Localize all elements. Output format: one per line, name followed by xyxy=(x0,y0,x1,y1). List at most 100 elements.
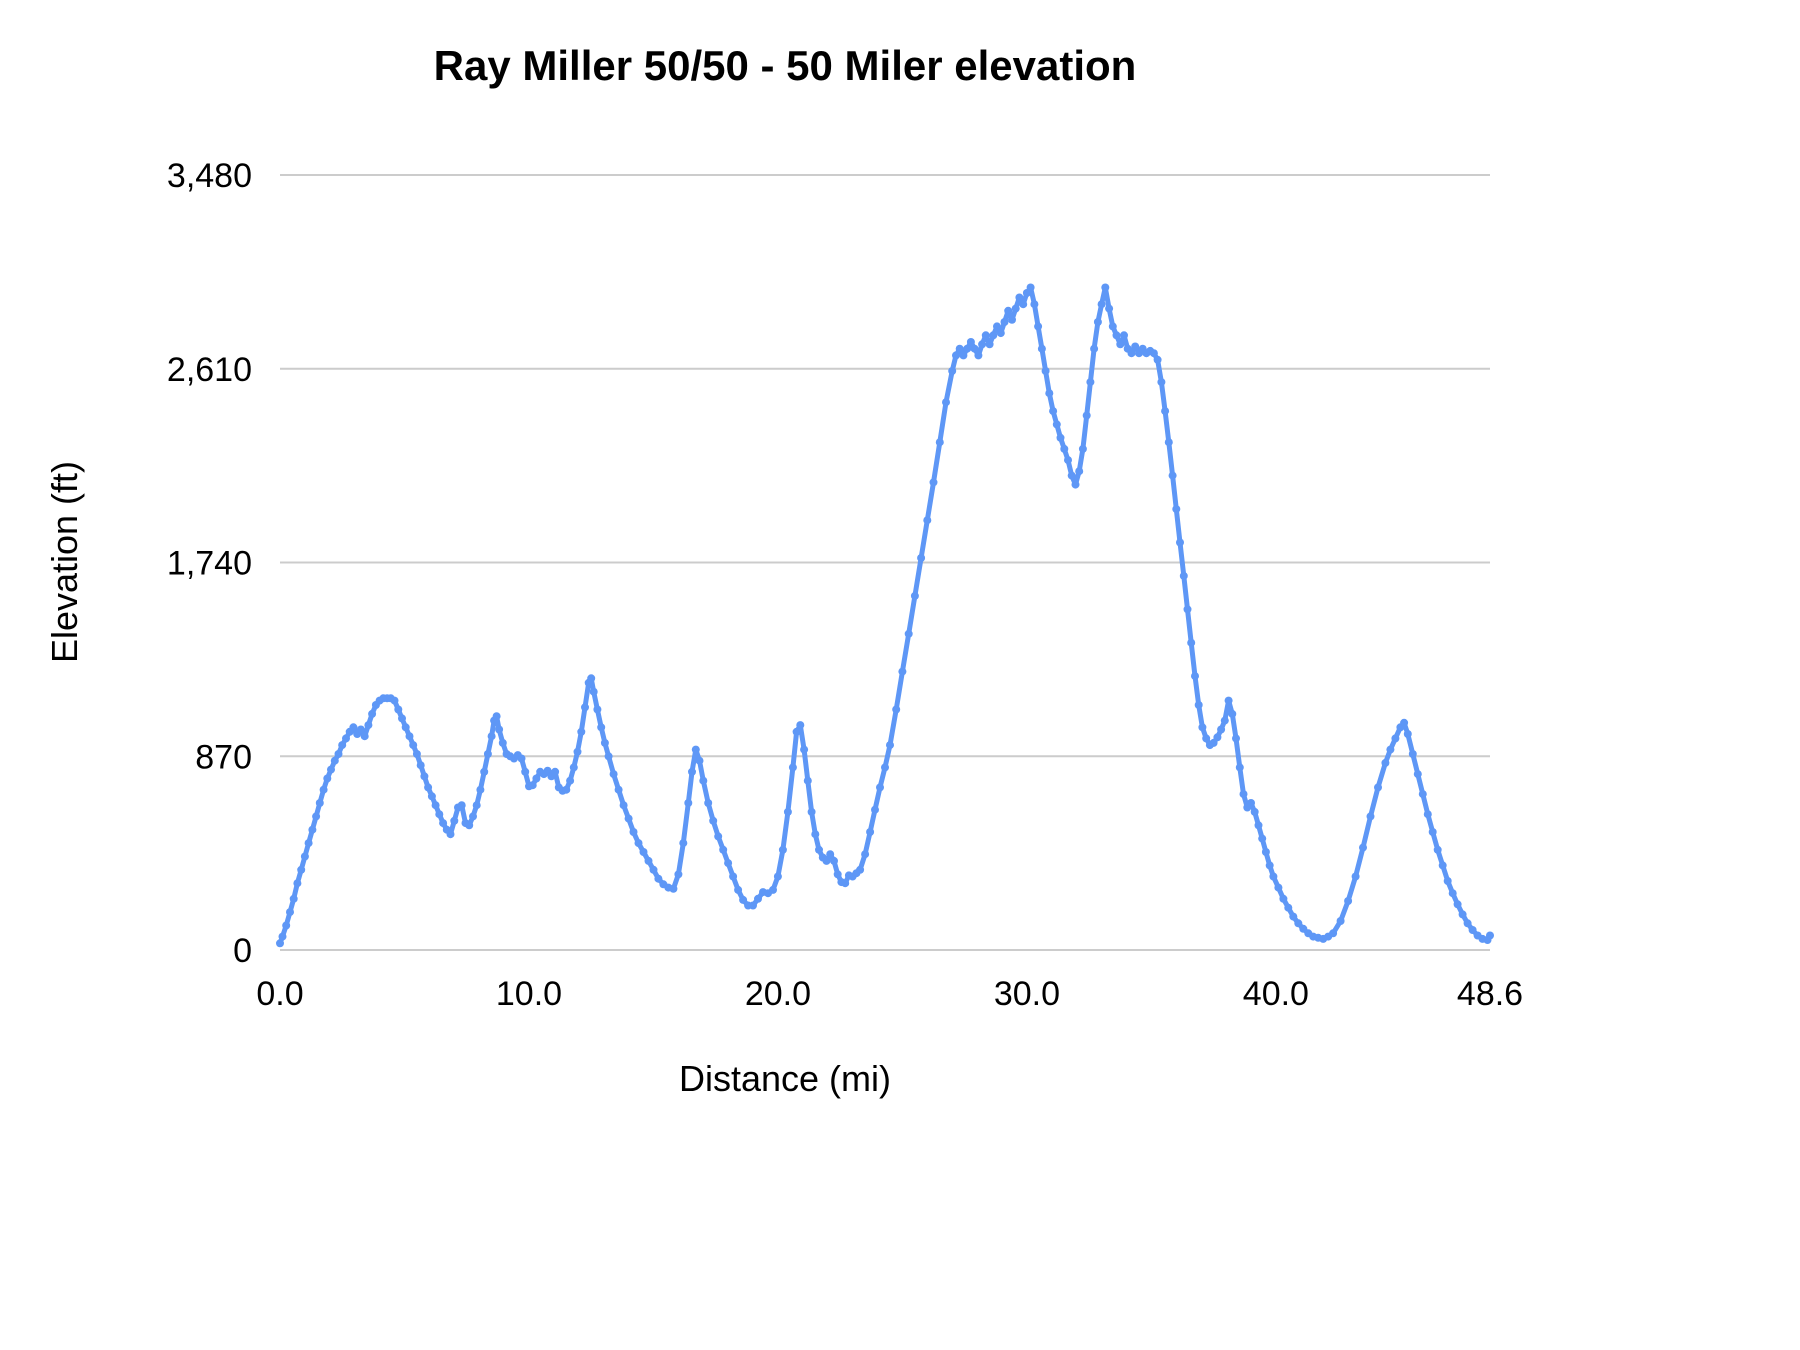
elevation-point xyxy=(330,756,339,765)
elevation-point xyxy=(450,816,459,825)
elevation-point xyxy=(989,331,998,340)
elevation-point xyxy=(609,770,618,779)
elevation-point xyxy=(581,703,589,712)
elevation-point xyxy=(1041,367,1050,375)
elevation-point xyxy=(1239,790,1248,799)
elevation-point xyxy=(1418,790,1427,799)
elevation-point xyxy=(472,801,481,810)
elevation-point xyxy=(1127,349,1136,358)
elevation-point xyxy=(465,821,474,830)
elevation-point xyxy=(1269,872,1278,881)
elevation-point xyxy=(1049,407,1058,416)
elevation-point xyxy=(532,774,541,783)
elevation-point xyxy=(978,340,987,349)
elevation-point xyxy=(1391,734,1400,743)
elevation-point xyxy=(654,874,663,883)
elevation-point xyxy=(566,776,575,785)
elevation-point xyxy=(1374,783,1382,792)
elevation-point xyxy=(409,741,418,750)
elevation-point xyxy=(398,714,406,723)
elevation-point xyxy=(424,783,433,792)
elevation-point xyxy=(688,767,696,776)
elevation-point xyxy=(1284,903,1293,912)
elevation-point xyxy=(1202,734,1211,743)
elevation-point xyxy=(498,738,507,747)
elevation-point xyxy=(1344,897,1353,905)
elevation-point xyxy=(644,856,653,865)
elevation-point xyxy=(691,745,700,754)
x-tick-label: 0.0 xyxy=(256,975,303,1013)
y-tick-label: 3,480 xyxy=(167,157,252,195)
elevation-point xyxy=(796,721,805,730)
elevation-point xyxy=(963,344,972,353)
elevation-point xyxy=(1093,318,1102,326)
elevation-point xyxy=(811,830,820,839)
elevation-point xyxy=(457,801,466,810)
elevation-point xyxy=(1453,900,1462,909)
chart-title: Ray Miller 50/50 - 50 Miler elevation xyxy=(433,42,1137,89)
elevation-point xyxy=(286,908,294,917)
elevation-point xyxy=(1279,894,1288,903)
elevation-point xyxy=(923,516,932,525)
elevation-point xyxy=(1261,848,1270,856)
elevation-point xyxy=(1105,304,1114,313)
elevation-point xyxy=(1191,672,1199,681)
elevation-point xyxy=(886,741,894,750)
elevation-point xyxy=(1438,861,1447,870)
elevation-point xyxy=(1011,304,1020,313)
elevation-point xyxy=(619,801,628,810)
elevation-point xyxy=(1153,355,1162,364)
elevation-point xyxy=(826,850,835,859)
elevation-point xyxy=(981,331,990,340)
elevation-point xyxy=(1075,467,1084,476)
elevation-point xyxy=(1336,917,1345,925)
elevation-point xyxy=(679,839,688,848)
elevation-point xyxy=(803,776,812,785)
elevation-point xyxy=(1400,718,1409,727)
elevation-point xyxy=(822,856,831,865)
elevation-point xyxy=(917,554,926,562)
elevation-point xyxy=(966,338,975,346)
elevation-point xyxy=(1034,322,1043,331)
elevation-point xyxy=(569,763,578,772)
elevation-point xyxy=(349,723,358,732)
elevation-line xyxy=(277,285,1493,946)
elevation-point xyxy=(1458,910,1467,919)
elevation-point xyxy=(952,351,960,360)
elevation-point xyxy=(1366,812,1375,821)
elevation-point xyxy=(1030,300,1039,309)
elevation-point xyxy=(1131,342,1140,351)
elevation-point xyxy=(841,879,850,888)
elevation-point xyxy=(593,705,602,714)
elevation-point xyxy=(1149,349,1158,358)
elevation-point xyxy=(528,781,537,790)
elevation-point xyxy=(1067,471,1076,480)
elevation-point xyxy=(871,805,879,814)
elevation-point xyxy=(1101,283,1110,292)
elevation-point xyxy=(412,750,421,758)
elevation-point xyxy=(709,816,718,825)
elevation-point xyxy=(669,884,678,893)
elevation-point xyxy=(1232,734,1240,743)
elevation-point xyxy=(446,830,455,839)
elevation-point xyxy=(427,792,436,801)
elevation-point xyxy=(1198,723,1207,732)
elevation-point xyxy=(312,812,321,821)
elevation-point xyxy=(1265,861,1274,870)
elevation-point xyxy=(327,765,335,774)
elevation-point xyxy=(1217,725,1226,734)
elevation-point xyxy=(800,745,809,754)
elevation-point xyxy=(970,344,979,353)
elevation-point xyxy=(282,921,291,930)
elevation-point xyxy=(993,322,1001,331)
elevation-point xyxy=(1037,344,1046,353)
elevation-point xyxy=(866,828,875,836)
elevation-point xyxy=(1443,877,1452,885)
elevation-point xyxy=(304,839,313,848)
elevation-point xyxy=(1157,378,1166,387)
elevation-point xyxy=(587,674,596,683)
elevation-point xyxy=(1413,770,1422,779)
elevation-point xyxy=(739,895,748,904)
